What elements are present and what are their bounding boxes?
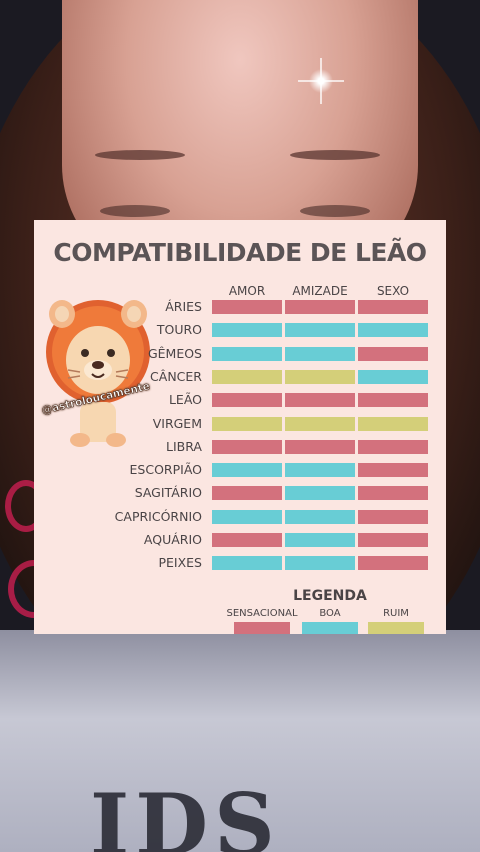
sign-label: SAGITÁRIO <box>134 485 202 501</box>
rating-bar-boa <box>285 463 355 478</box>
rating-bar-sensacional <box>285 300 355 314</box>
rating-bar-sensacional <box>212 439 282 454</box>
sign-label: ÁRIES <box>165 299 202 314</box>
sign-label: LIBRA <box>166 438 202 454</box>
rating-bar-sensacional <box>212 486 282 501</box>
rating-bar-ruim <box>212 369 282 384</box>
rating-bar-boa <box>358 323 428 338</box>
sign-label: LEÃO <box>168 392 202 408</box>
rating-bar-sensacional <box>358 533 428 547</box>
sign-label: CÂNCER <box>150 368 202 384</box>
rating-bar-ruim <box>285 416 355 431</box>
sign-label: TOURO <box>156 322 202 338</box>
rating-bar-boa <box>212 509 282 524</box>
rating-bar-sensacional <box>358 439 428 454</box>
legend-swatch-ruim <box>368 622 424 634</box>
right-eye <box>300 205 370 217</box>
legend-title: LEGENDA <box>293 588 367 604</box>
left-eye <box>100 205 170 217</box>
rating-bar-boa <box>212 346 282 361</box>
rating-bar-boa <box>358 369 428 384</box>
legend-label-sensacional: SENSACIONAL <box>226 608 298 619</box>
compatibility-card: COMPATIBILIDADE DE LEÃO @astroloucamente… <box>34 220 446 634</box>
rating-bar-ruim <box>358 416 428 431</box>
rating-bar-sensacional <box>212 533 282 547</box>
column-header-sexo: SEXO <box>376 284 410 298</box>
rating-bar-boa <box>285 486 355 501</box>
column-header-amizade: AMIZADE <box>292 284 348 298</box>
left-eyebrow <box>95 150 185 160</box>
rating-bar-sensacional <box>358 463 428 478</box>
rating-bar-sensacional <box>358 486 428 501</box>
legend-label-ruim: RUIM <box>383 608 409 619</box>
rating-bar-sensacional <box>358 300 428 314</box>
rating-bar-boa <box>285 533 355 547</box>
sign-label: VIRGEM <box>152 415 202 431</box>
rating-bar-sensacional <box>212 393 282 408</box>
rating-bar-boa <box>212 463 282 478</box>
shirt <box>0 630 480 852</box>
rating-bar-sensacional <box>285 393 355 408</box>
sign-label: GÊMEOS <box>147 345 202 361</box>
legend-swatch-boa <box>302 622 358 634</box>
legend-swatch-sensacional <box>234 622 290 634</box>
sign-label: ESCORPIÃO <box>129 462 202 478</box>
rating-bar-ruim <box>285 369 355 384</box>
right-eyebrow <box>290 150 380 160</box>
rating-bar-boa <box>285 323 355 338</box>
sign-label: PEIXES <box>158 555 202 571</box>
card-title: COMPATIBILIDADE DE LEÃO <box>53 238 427 267</box>
rating-bar-sensacional <box>285 439 355 454</box>
rating-bar-sensacional <box>212 300 282 314</box>
rating-bar-boa <box>212 556 282 571</box>
sign-label: AQUÁRIO <box>143 532 202 547</box>
rating-bar-sensacional <box>358 509 428 524</box>
lion-icon <box>46 300 150 447</box>
rating-bar-sensacional <box>358 393 428 408</box>
sparkle-icon <box>308 58 334 104</box>
column-header-amor: AMOR <box>228 284 266 298</box>
rating-bar-boa <box>285 509 355 524</box>
rating-bar-sensacional <box>358 556 428 571</box>
sign-label: CAPRICÓRNIO <box>114 508 202 524</box>
rating-bar-boa <box>285 556 355 571</box>
legend-label-boa: BOA <box>319 608 341 619</box>
shirt-print: IDS <box>90 775 281 852</box>
rating-bar-ruim <box>212 416 282 431</box>
rating-bar-boa <box>285 346 355 361</box>
rating-bar-boa <box>212 323 282 338</box>
rating-bar-sensacional <box>358 346 428 361</box>
